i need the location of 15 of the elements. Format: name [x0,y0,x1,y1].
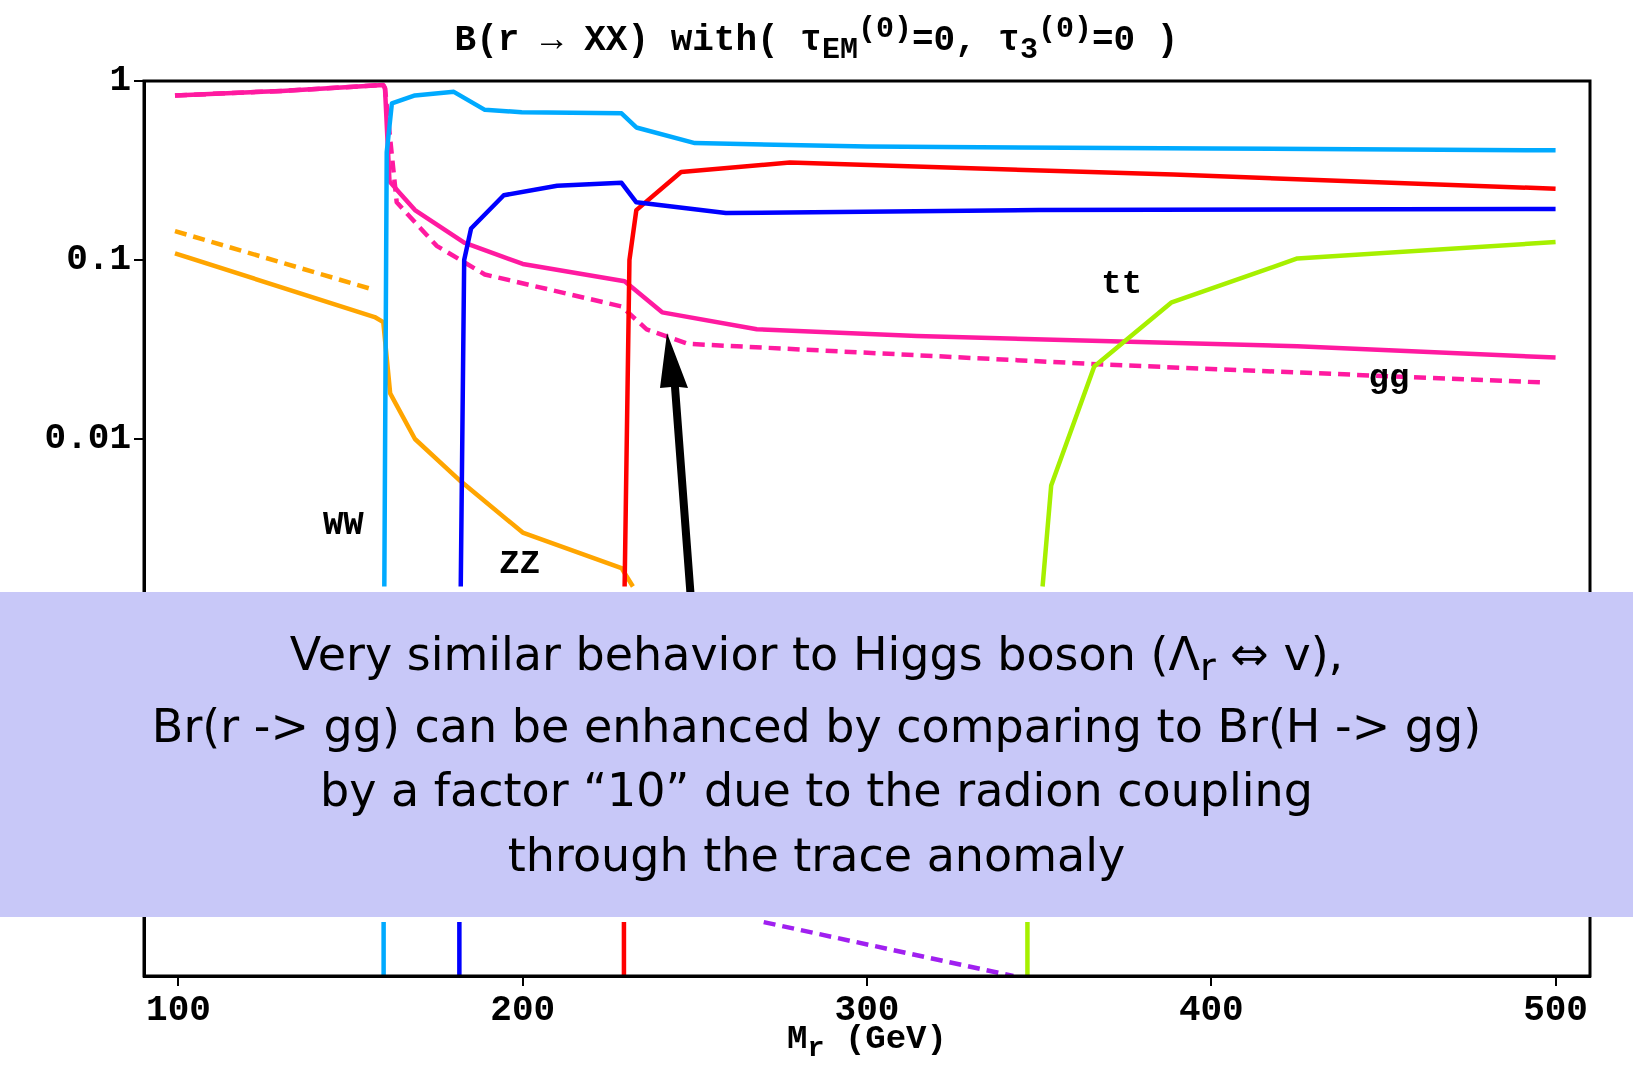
annotation: through the trace anomaly [507,826,1126,884]
annotation: Very similar behavior to Higgs boson (Λ$_{r}$ ⇔ v), [289,626,1344,692]
chart-title: B(r → XX) with( τ$_{EM}$$^{(0)}$=0, τ$_{3}$$^{(0)}$=0 ) [454,12,1179,68]
x-tick-label: 200 [490,989,556,1031]
x-tick-label: 100 [146,989,211,1031]
annotation: by a factor “10” due to the radion coupling [320,762,1313,820]
series-label: WW [322,506,365,545]
y-tick-label: 0.1 [66,239,131,281]
annotation: Br(r -> gg) can be enhanced by comparing to Br(H -> gg) [151,697,1482,755]
series-label: ZZ [499,545,541,584]
x-tick-label: 400 [1178,989,1244,1031]
x-tick-label: 500 [1523,989,1588,1031]
y-tick-label: 1 [109,60,131,102]
y-tick-label: 0.01 [44,418,131,460]
series-label: tt [1101,264,1143,303]
